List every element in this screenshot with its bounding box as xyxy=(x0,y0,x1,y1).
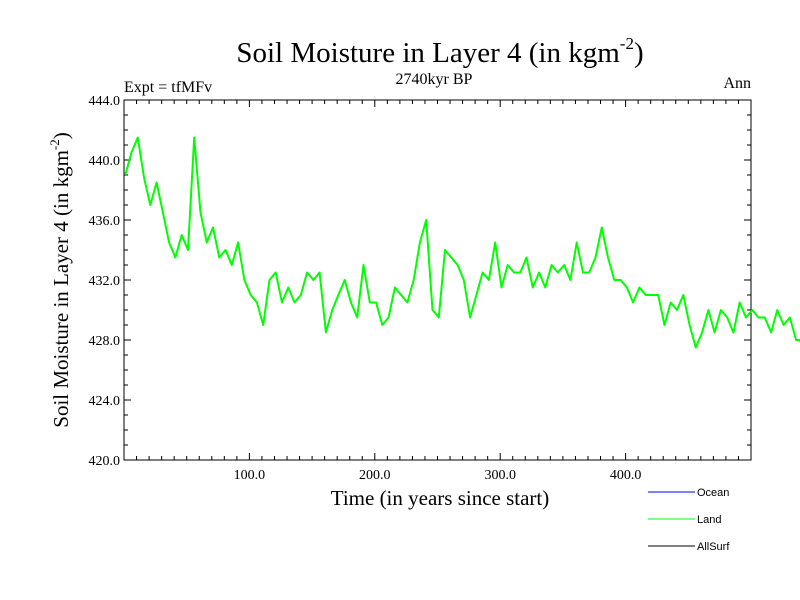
y-tick-label: 440.0 xyxy=(89,154,121,169)
y-tick-label: 420.0 xyxy=(89,454,121,469)
y-axis-label: Soil Moisture in Layer 4 (in kgm-2) xyxy=(47,132,73,427)
x-tick-label: 100.0 xyxy=(234,468,266,483)
legend-label-allsurf: AllSurf xyxy=(697,541,730,553)
chart-subtitle: 2740kyr BP xyxy=(396,71,473,88)
chart-title: Soil Moisture in Layer 4 (in kgm-2) xyxy=(236,34,643,69)
y-axis-label-superscript: -2 xyxy=(47,139,62,150)
experiment-label: Expt = tfMFv xyxy=(124,79,212,96)
legend: Ocean Land AllSurf xyxy=(648,487,730,553)
chart-title-close: ) xyxy=(634,37,644,69)
chart-title-superscript: -2 xyxy=(620,34,634,53)
y-tick-label: 444.0 xyxy=(89,94,121,109)
plot-area xyxy=(123,99,752,461)
y-axis-tick-labels: 420.0 424.0 428.0 432.0 436.0 440.0 444.0 xyxy=(89,94,121,469)
chart-title-main: Soil Moisture in Layer 4 (in kgm xyxy=(236,37,620,69)
legend-label-ocean: Ocean xyxy=(697,487,729,499)
y-tick-label: 436.0 xyxy=(89,214,121,229)
x-tick-label: 400.0 xyxy=(610,468,642,483)
legend-label-land: Land xyxy=(697,514,721,526)
series-group xyxy=(124,136,800,349)
y-axis-ticks xyxy=(124,99,751,461)
x-axis-ticks xyxy=(136,100,739,460)
y-tick-label: 432.0 xyxy=(89,274,121,289)
x-tick-label: 300.0 xyxy=(484,468,516,483)
season-label: Ann xyxy=(723,75,751,92)
series-line-land xyxy=(124,136,800,349)
y-axis-label-main: Soil Moisture in Layer 4 (in kgm xyxy=(49,150,73,428)
y-axis-label-close: ) xyxy=(49,132,73,139)
y-tick-label: 424.0 xyxy=(89,394,121,409)
x-axis-label: Time (in years since start) xyxy=(331,486,550,510)
x-tick-label: 200.0 xyxy=(359,468,391,483)
x-axis-tick-labels: 100.0 200.0 300.0 400.0 xyxy=(234,468,642,483)
y-tick-label: 428.0 xyxy=(89,334,121,349)
